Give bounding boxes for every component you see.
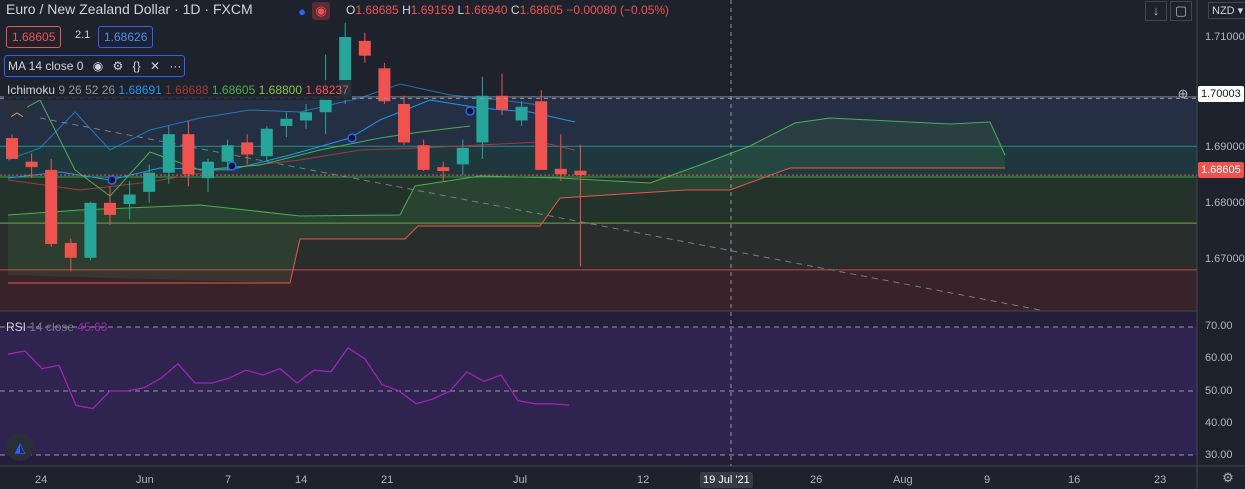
crosshair-price-tag: 1.70003 <box>1198 86 1244 102</box>
candle-body <box>476 95 489 143</box>
date-tick: Jul <box>513 474 528 486</box>
source-code-icon[interactable]: {} <box>132 59 141 73</box>
candle-body <box>378 68 391 102</box>
date-tick: Jun <box>136 474 154 486</box>
date-tick: 14 <box>295 474 308 486</box>
fib-zone-olive <box>0 223 1197 270</box>
close-icon[interactable]: ✕ <box>150 59 161 73</box>
candle-body <box>358 40 371 56</box>
candle-body <box>260 128 273 157</box>
date-tick: 26 <box>810 474 823 486</box>
fib-zone-green <box>0 177 1197 224</box>
settings-icon[interactable]: ⚙ <box>112 59 124 73</box>
ichimoku-anchor-marker <box>465 106 475 116</box>
maximize-icon[interactable]: ▢ <box>1170 1 1192 21</box>
ichimoku-anchor-marker <box>107 175 117 185</box>
candle-body <box>496 95 508 110</box>
candle-body <box>515 106 528 121</box>
kijun-line <box>7 141 576 191</box>
ichimoku-cloud <box>8 118 1005 283</box>
ma-line <box>7 83 541 161</box>
last-price-tag: 1.68605 <box>1198 162 1244 178</box>
ohlc-values: O1.68685 H1.69159 L1.66940 C1.68605 −0.0… <box>346 3 670 17</box>
candle-body <box>45 169 58 245</box>
price-tick-3: 1.69000 <box>1205 141 1245 153</box>
rsi-tick-70: 70.00 <box>1205 320 1233 332</box>
candle-body <box>574 170 587 176</box>
rsi-line <box>7 346 570 410</box>
ichimoku-legend[interactable]: Ichimoku 9 26 52 26 1.68691 1.68688 1.68… <box>4 80 352 100</box>
candle-body <box>398 104 410 143</box>
sell-button[interactable]: 1.68605 <box>6 26 62 48</box>
more-icon[interactable]: ··· <box>169 59 182 73</box>
price-tick-5: 1.67000 <box>1205 253 1245 265</box>
fib-zone-red <box>0 269 1197 311</box>
rsi-tick-40: 40.00 <box>1205 417 1233 429</box>
date-tick: 21 <box>381 474 394 486</box>
chart-settings-gear-icon[interactable]: ⚙ <box>1222 470 1234 485</box>
candle-body <box>6 138 18 159</box>
candle-body <box>417 145 430 170</box>
candle-body <box>221 145 234 162</box>
date-tick: 7 <box>225 474 232 486</box>
candle-body <box>280 118 293 126</box>
candle-body <box>143 172 156 192</box>
rsi-legend[interactable]: RSI 14 close 45.63 <box>6 320 108 334</box>
scroll-down-icon[interactable]: ↓ <box>1145 1 1167 21</box>
candle-body <box>182 134 195 175</box>
candle-body <box>202 161 214 179</box>
fib-zone-teal <box>0 146 1197 178</box>
date-tick: 16 <box>1068 474 1081 486</box>
rsi-tick-60: 60.00 <box>1205 352 1233 364</box>
candle-body <box>456 147 469 165</box>
date-tick: 9 <box>984 474 991 486</box>
candle-body <box>162 134 175 173</box>
spread-value: 2.1 <box>75 29 91 41</box>
ma-label: MA 14 close 0 <box>8 59 84 73</box>
add-alert-plus-icon[interactable]: ⊕ <box>1177 86 1189 101</box>
price-tick-1: 1.71000 <box>1205 31 1245 43</box>
eye-icon[interactable]: ◉ <box>92 59 104 73</box>
date-tick: 23 <box>1154 474 1167 486</box>
candle-body <box>64 242 77 258</box>
ma-legend[interactable]: MA 14 close 0 ◉ ⚙ {} ✕ ··· <box>4 55 186 77</box>
alert-icon[interactable]: ◉ <box>312 2 330 20</box>
candle-body <box>535 101 548 170</box>
chikou-line <box>7 99 471 197</box>
market-status-icon[interactable]: ● <box>298 4 306 19</box>
ichimoku-anchor-marker <box>347 133 357 143</box>
symbol-title: Euro / New Zealand Dollar · 1D · FXCM <box>6 1 253 17</box>
currency-selector[interactable]: NZD ▾ <box>1208 2 1245 19</box>
date-tick: Aug <box>893 474 913 486</box>
senkou-b-line <box>8 167 1005 284</box>
candle-body <box>319 98 332 113</box>
tradingview-logo-icon[interactable]: ◭ <box>6 433 34 461</box>
buy-button[interactable]: 1.68626 <box>98 26 154 48</box>
price-tick-4: 1.68000 <box>1205 197 1245 209</box>
collapse-legend-icon[interactable]: ︿ <box>7 103 27 121</box>
candle-body <box>104 202 116 215</box>
candle-body <box>84 202 97 258</box>
ichimoku-anchor-marker <box>227 161 237 171</box>
date-tick: 12 <box>637 474 650 486</box>
candle-body <box>25 161 38 168</box>
fib-zone-blue <box>0 96 1197 147</box>
candle-body <box>123 194 136 204</box>
crosshair-date-tag: 19 Jul '21 <box>700 472 753 488</box>
candle-body <box>300 112 312 121</box>
trend-line <box>39 117 1041 311</box>
rsi-tick-30: 30.00 <box>1205 449 1233 461</box>
senkou-a-line <box>7 117 1006 217</box>
rsi-tick-50: 50.00 <box>1205 385 1233 397</box>
candle-body <box>437 167 450 171</box>
candle-body <box>241 142 254 155</box>
candle-body <box>554 168 567 175</box>
date-tick: 24 <box>35 474 48 486</box>
